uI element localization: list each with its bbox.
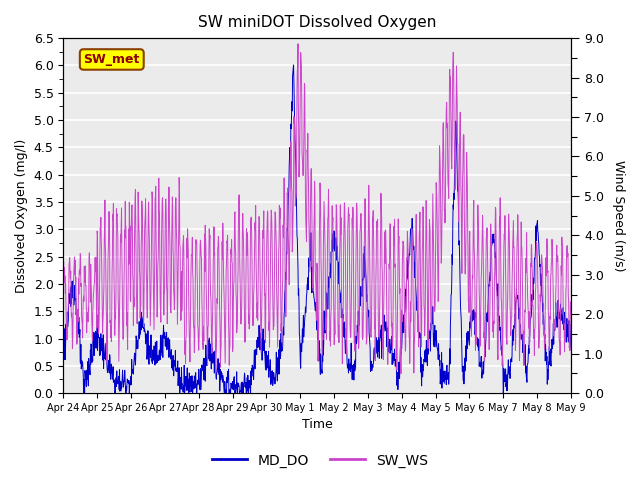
MD_DO — [99, 349, 107, 355]
SW_WS — [349, 226, 356, 231]
SW_WS — [285, 282, 293, 288]
MD_DO — [80, 390, 88, 396]
X-axis label: Time: Time — [301, 419, 333, 432]
Line: SW_WS: SW_WS — [63, 44, 571, 373]
Y-axis label: Wind Speed (m/s): Wind Speed (m/s) — [612, 160, 625, 271]
Text: SW_met: SW_met — [84, 53, 140, 66]
SW_WS — [567, 311, 575, 317]
SW_WS — [99, 330, 106, 336]
SW_WS — [275, 250, 282, 255]
SW_WS — [294, 41, 302, 47]
MD_DO — [275, 371, 283, 377]
SW_WS — [397, 371, 404, 376]
SW_WS — [295, 123, 303, 129]
MD_DO — [567, 321, 575, 327]
MD_DO — [285, 154, 293, 160]
SW_WS — [120, 336, 127, 342]
Legend: MD_DO, SW_WS: MD_DO, SW_WS — [207, 448, 433, 473]
MD_DO — [295, 301, 303, 307]
MD_DO — [290, 62, 298, 68]
Y-axis label: Dissolved Oxygen (mg/l): Dissolved Oxygen (mg/l) — [15, 139, 28, 293]
Title: SW miniDOT Dissolved Oxygen: SW miniDOT Dissolved Oxygen — [198, 15, 436, 30]
MD_DO — [120, 383, 127, 388]
SW_WS — [60, 273, 67, 279]
MD_DO — [349, 372, 356, 378]
Line: MD_DO: MD_DO — [63, 65, 571, 393]
MD_DO — [60, 361, 67, 367]
